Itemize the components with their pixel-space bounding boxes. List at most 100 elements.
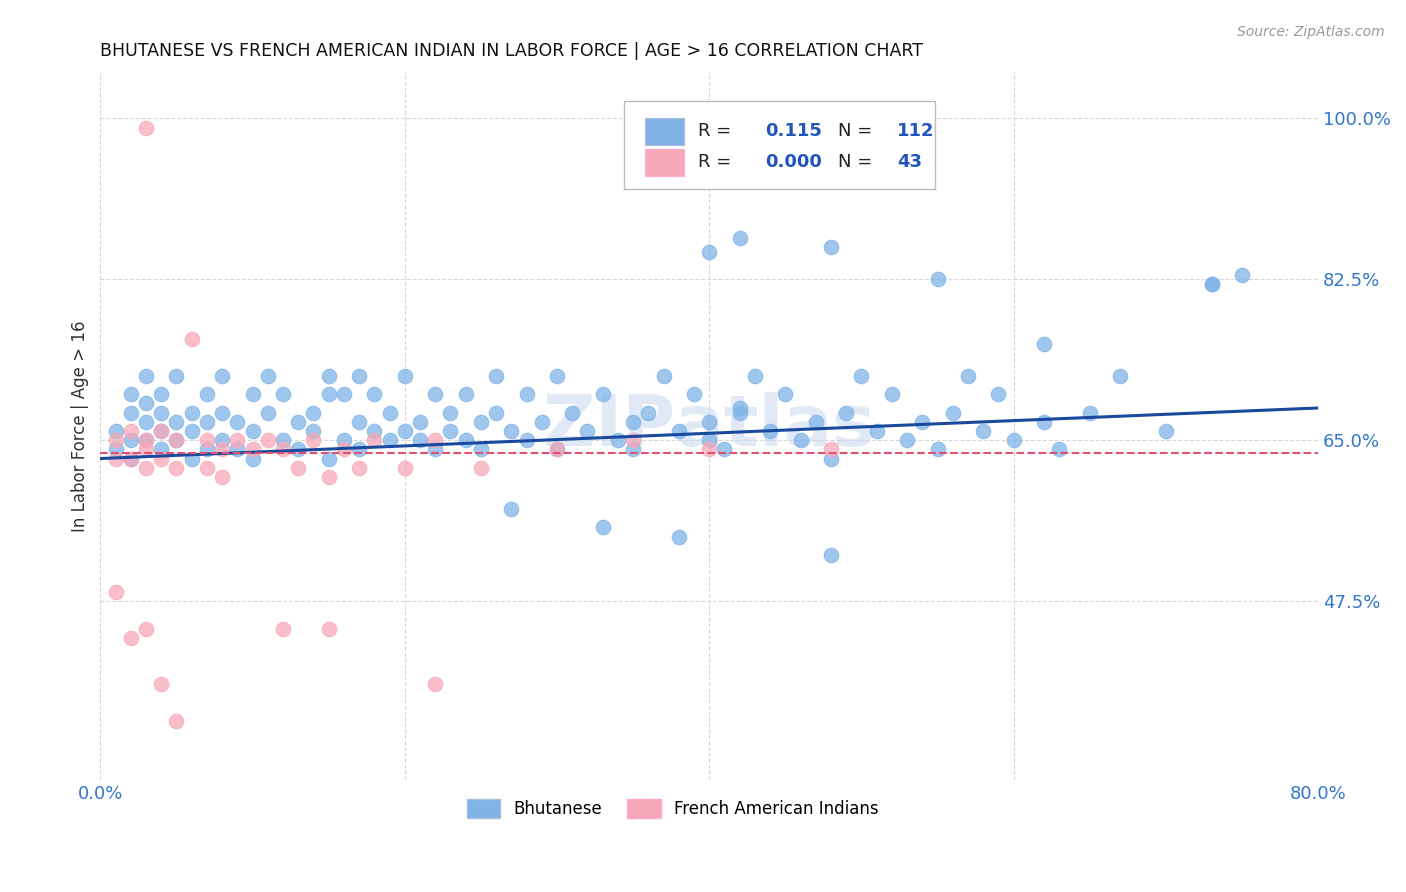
Point (378, 433, 401, 447)
Point (1033, 336, 1056, 351)
Point (516, 433, 538, 447)
Point (166, 433, 188, 447)
Point (820, 548, 842, 562)
Point (166, 415, 188, 429)
Point (956, 368, 979, 383)
FancyBboxPatch shape (645, 118, 683, 145)
Text: R =: R = (699, 122, 737, 140)
Point (104, 442, 127, 457)
FancyBboxPatch shape (624, 101, 935, 189)
Point (713, 442, 735, 457)
Point (851, 368, 873, 383)
Point (668, 424, 690, 438)
Point (242, 387, 264, 401)
Point (104, 424, 127, 438)
Point (1078, 406, 1101, 420)
Point (942, 406, 965, 420)
Point (866, 424, 889, 438)
Point (1154, 424, 1177, 438)
Point (546, 442, 568, 457)
Point (318, 622, 340, 636)
Point (652, 368, 675, 383)
Point (287, 460, 309, 475)
Point (425, 433, 447, 447)
Point (211, 406, 233, 420)
Point (318, 387, 340, 401)
Point (606, 433, 628, 447)
Point (211, 470, 233, 484)
Point (439, 424, 461, 438)
Point (271, 387, 294, 401)
Point (226, 415, 249, 429)
Point (347, 442, 370, 457)
Point (470, 460, 492, 475)
Point (333, 387, 356, 401)
Point (621, 433, 644, 447)
Text: N =: N = (838, 153, 879, 171)
Text: BHUTANESE VS FRENCH AMERICAN INDIAN IN LABOR FORCE | AGE > 16 CORRELATION CHART: BHUTANESE VS FRENCH AMERICAN INDIAN IN L… (100, 42, 924, 60)
Text: 0.000: 0.000 (765, 153, 823, 171)
Point (180, 451, 202, 466)
Point (835, 406, 858, 420)
Point (1230, 268, 1253, 282)
Point (211, 442, 233, 457)
Point (333, 442, 356, 457)
Point (409, 433, 432, 447)
Point (425, 442, 447, 457)
Point (135, 120, 157, 135)
Point (546, 442, 568, 457)
Text: 43: 43 (897, 153, 922, 171)
Point (166, 714, 188, 728)
Point (256, 433, 278, 447)
Point (211, 368, 233, 383)
Point (180, 424, 202, 438)
Point (987, 387, 1010, 401)
Point (242, 424, 264, 438)
Point (135, 433, 157, 447)
Point (150, 387, 173, 401)
Point (1033, 415, 1056, 429)
Text: 0.115: 0.115 (765, 122, 823, 140)
Legend: Bhutanese, French American Indians: Bhutanese, French American Indians (460, 792, 886, 825)
Point (697, 415, 720, 429)
Point (363, 387, 385, 401)
Point (150, 424, 173, 438)
Point (166, 433, 188, 447)
Point (135, 396, 157, 410)
Point (302, 424, 325, 438)
Text: 112: 112 (897, 122, 934, 140)
Point (135, 460, 157, 475)
Point (789, 433, 811, 447)
Point (668, 530, 690, 544)
Point (135, 622, 157, 636)
Point (120, 451, 142, 466)
Point (287, 442, 309, 457)
Point (501, 502, 523, 516)
Point (333, 433, 356, 447)
Point (1047, 442, 1070, 457)
Point (425, 677, 447, 691)
Point (637, 406, 659, 420)
Point (394, 460, 416, 475)
Point (728, 401, 751, 415)
Point (104, 451, 127, 466)
Point (256, 406, 278, 420)
Point (880, 387, 903, 401)
Point (287, 415, 309, 429)
Point (211, 433, 233, 447)
Point (804, 415, 827, 429)
Point (120, 451, 142, 466)
Point (561, 406, 583, 420)
Point (454, 433, 477, 447)
Point (318, 451, 340, 466)
Point (135, 442, 157, 457)
Point (135, 415, 157, 429)
Point (195, 415, 218, 429)
Point (394, 368, 416, 383)
Point (150, 451, 173, 466)
Point (150, 677, 173, 691)
Point (104, 433, 127, 447)
Point (485, 368, 508, 383)
Point (820, 442, 842, 457)
Point (302, 406, 325, 420)
